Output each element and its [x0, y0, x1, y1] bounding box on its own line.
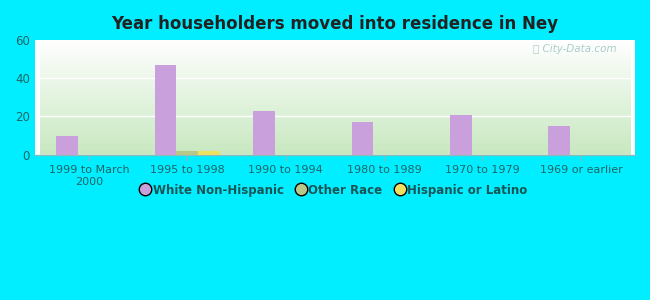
Bar — [549, 126, 570, 154]
Bar — [450, 115, 472, 154]
Title: Year householders moved into residence in Ney: Year householders moved into residence i… — [111, 15, 558, 33]
Bar — [155, 65, 176, 154]
Text: ⓘ City-Data.com: ⓘ City-Data.com — [534, 44, 617, 53]
Bar — [352, 122, 373, 154]
Bar — [57, 136, 78, 154]
Legend: White Non-Hispanic, Other Race, Hispanic or Latino: White Non-Hispanic, Other Race, Hispanic… — [137, 179, 532, 201]
Bar — [198, 151, 220, 154]
Bar — [254, 111, 275, 154]
Bar — [176, 151, 198, 154]
